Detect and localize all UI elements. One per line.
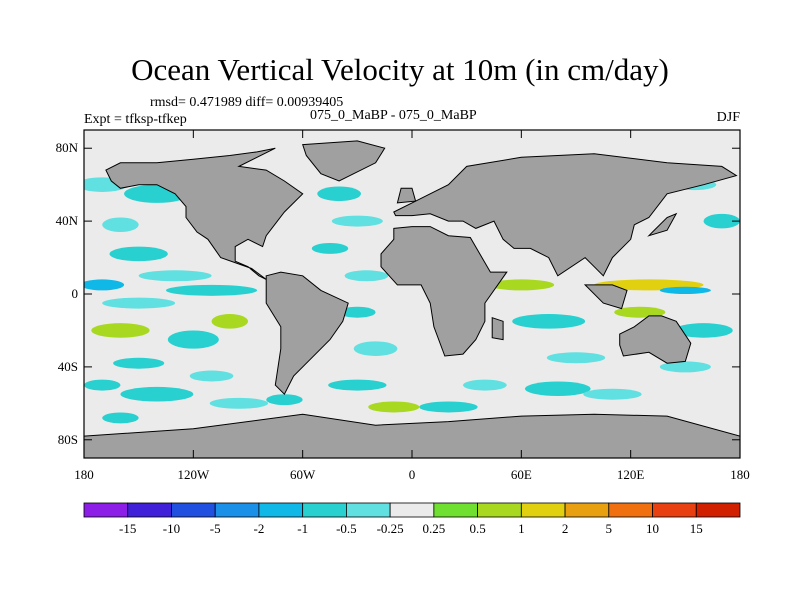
colorbar-swatch xyxy=(302,502,347,518)
anomaly-patch xyxy=(368,401,420,413)
anomaly-patch xyxy=(138,270,212,282)
anomaly-patch xyxy=(524,381,591,397)
colorbar-swatch xyxy=(83,502,129,518)
stats-label: rmsd= 0.471989 diff= 0.00939405 xyxy=(150,95,344,110)
tick-label: 60W xyxy=(290,467,316,482)
anomaly-patch xyxy=(102,297,176,309)
tick-label: -15 xyxy=(119,521,137,536)
land-mask xyxy=(84,140,740,458)
anomaly-patch xyxy=(209,397,269,409)
anomaly-patch xyxy=(166,284,258,296)
anomaly-patch xyxy=(102,217,139,233)
tick-label: 80N xyxy=(55,140,78,156)
anomaly-patch xyxy=(512,314,586,329)
land-polygon xyxy=(105,147,304,280)
case-label: 075_0_MaBP - 075_0_MaBP xyxy=(310,108,477,123)
anomaly-patch xyxy=(674,323,733,338)
anomaly-patch xyxy=(120,386,194,402)
anomaly-patch xyxy=(353,341,398,356)
tick-label: 120E xyxy=(616,467,645,482)
tick-label: 40S xyxy=(57,358,78,374)
tick-label: 0 xyxy=(71,286,79,301)
anomaly-patch xyxy=(113,357,165,369)
anomaly-patch xyxy=(91,323,150,338)
experiment-label: Expt = tfksp-tfkep xyxy=(84,112,187,127)
tick-label: -2 xyxy=(253,521,265,536)
anomaly-patch xyxy=(317,186,361,202)
anomaly-patch xyxy=(546,352,606,364)
anomaly-patch xyxy=(189,370,234,382)
anomaly-patch xyxy=(419,401,478,413)
anomaly-patch xyxy=(84,379,121,391)
tick-label: 40N xyxy=(55,213,78,229)
anomaly-patch xyxy=(583,388,642,400)
anomaly-patch xyxy=(614,306,666,318)
anomaly-contours xyxy=(84,177,740,424)
anomaly-patch xyxy=(463,379,507,391)
season-label: DJF xyxy=(716,110,740,125)
land-polygon xyxy=(380,226,508,357)
tick-label: 5 xyxy=(605,521,613,536)
colorbar-swatch xyxy=(258,502,304,518)
colorbar-swatch xyxy=(564,502,610,518)
tick-label: 120W xyxy=(177,467,210,482)
tick-label: -10 xyxy=(162,521,181,536)
land-polygon xyxy=(302,140,386,182)
tick-label: -0.25 xyxy=(376,521,404,536)
land-polygon xyxy=(491,317,504,341)
colorbar-swatch xyxy=(433,502,478,518)
colorbar-swatch xyxy=(345,502,391,518)
anomaly-patch xyxy=(488,279,555,291)
colorbar-swatch xyxy=(127,502,172,518)
tick-label: 80S xyxy=(57,431,78,447)
tick-label: 60E xyxy=(510,467,532,482)
tick-label: -1 xyxy=(297,521,309,536)
colorbar-swatch xyxy=(389,502,435,518)
colorbar-swatch xyxy=(214,502,260,518)
tick-label: 10 xyxy=(646,521,660,536)
colorbar-swatch xyxy=(652,502,697,518)
anomaly-patch xyxy=(328,379,387,391)
anomaly-patch xyxy=(659,286,711,294)
land-polygon xyxy=(393,153,738,277)
land-polygon xyxy=(647,212,678,237)
chart-title: Ocean Vertical Velocity at 10m (in cm/da… xyxy=(131,52,669,87)
colorbar xyxy=(83,502,741,518)
anomaly-patch xyxy=(659,361,711,373)
tick-label: 15 xyxy=(689,521,703,536)
tick-label: 2 xyxy=(561,521,569,536)
map-plot-area xyxy=(83,129,741,459)
colorbar-swatch xyxy=(695,502,741,518)
land-polygon xyxy=(84,413,740,458)
tick-label: 0.25 xyxy=(422,521,446,536)
colorbar-swatch xyxy=(171,502,216,518)
anomaly-patch xyxy=(167,330,219,349)
tick-label: -0.5 xyxy=(336,521,357,536)
anomaly-patch xyxy=(703,213,740,229)
tick-label: 180 xyxy=(730,467,750,482)
anomaly-patch xyxy=(266,394,303,406)
land-polygon xyxy=(396,187,417,204)
land-polygon xyxy=(583,284,628,310)
anomaly-patch xyxy=(344,270,389,282)
anomaly-patch xyxy=(311,242,349,254)
tick-label: 1 xyxy=(518,521,525,536)
colorbar-swatch xyxy=(608,502,653,518)
tick-label: 0 xyxy=(408,467,416,482)
anomaly-patch xyxy=(109,246,168,262)
anomaly-patch xyxy=(211,314,248,329)
tick-label: 180 xyxy=(74,467,94,482)
tick-label: -5 xyxy=(209,521,221,536)
anomaly-patch xyxy=(102,412,139,424)
land-polygon xyxy=(265,271,349,396)
colorbar-swatch xyxy=(520,502,566,518)
land-polygon xyxy=(619,315,692,364)
colorbar-swatch xyxy=(477,502,522,518)
tick-label: 0.5 xyxy=(469,521,486,536)
anomaly-patch xyxy=(339,306,376,318)
anomaly-patch xyxy=(84,279,125,291)
axis-ticks xyxy=(83,130,741,458)
anomaly-patch xyxy=(331,215,383,227)
